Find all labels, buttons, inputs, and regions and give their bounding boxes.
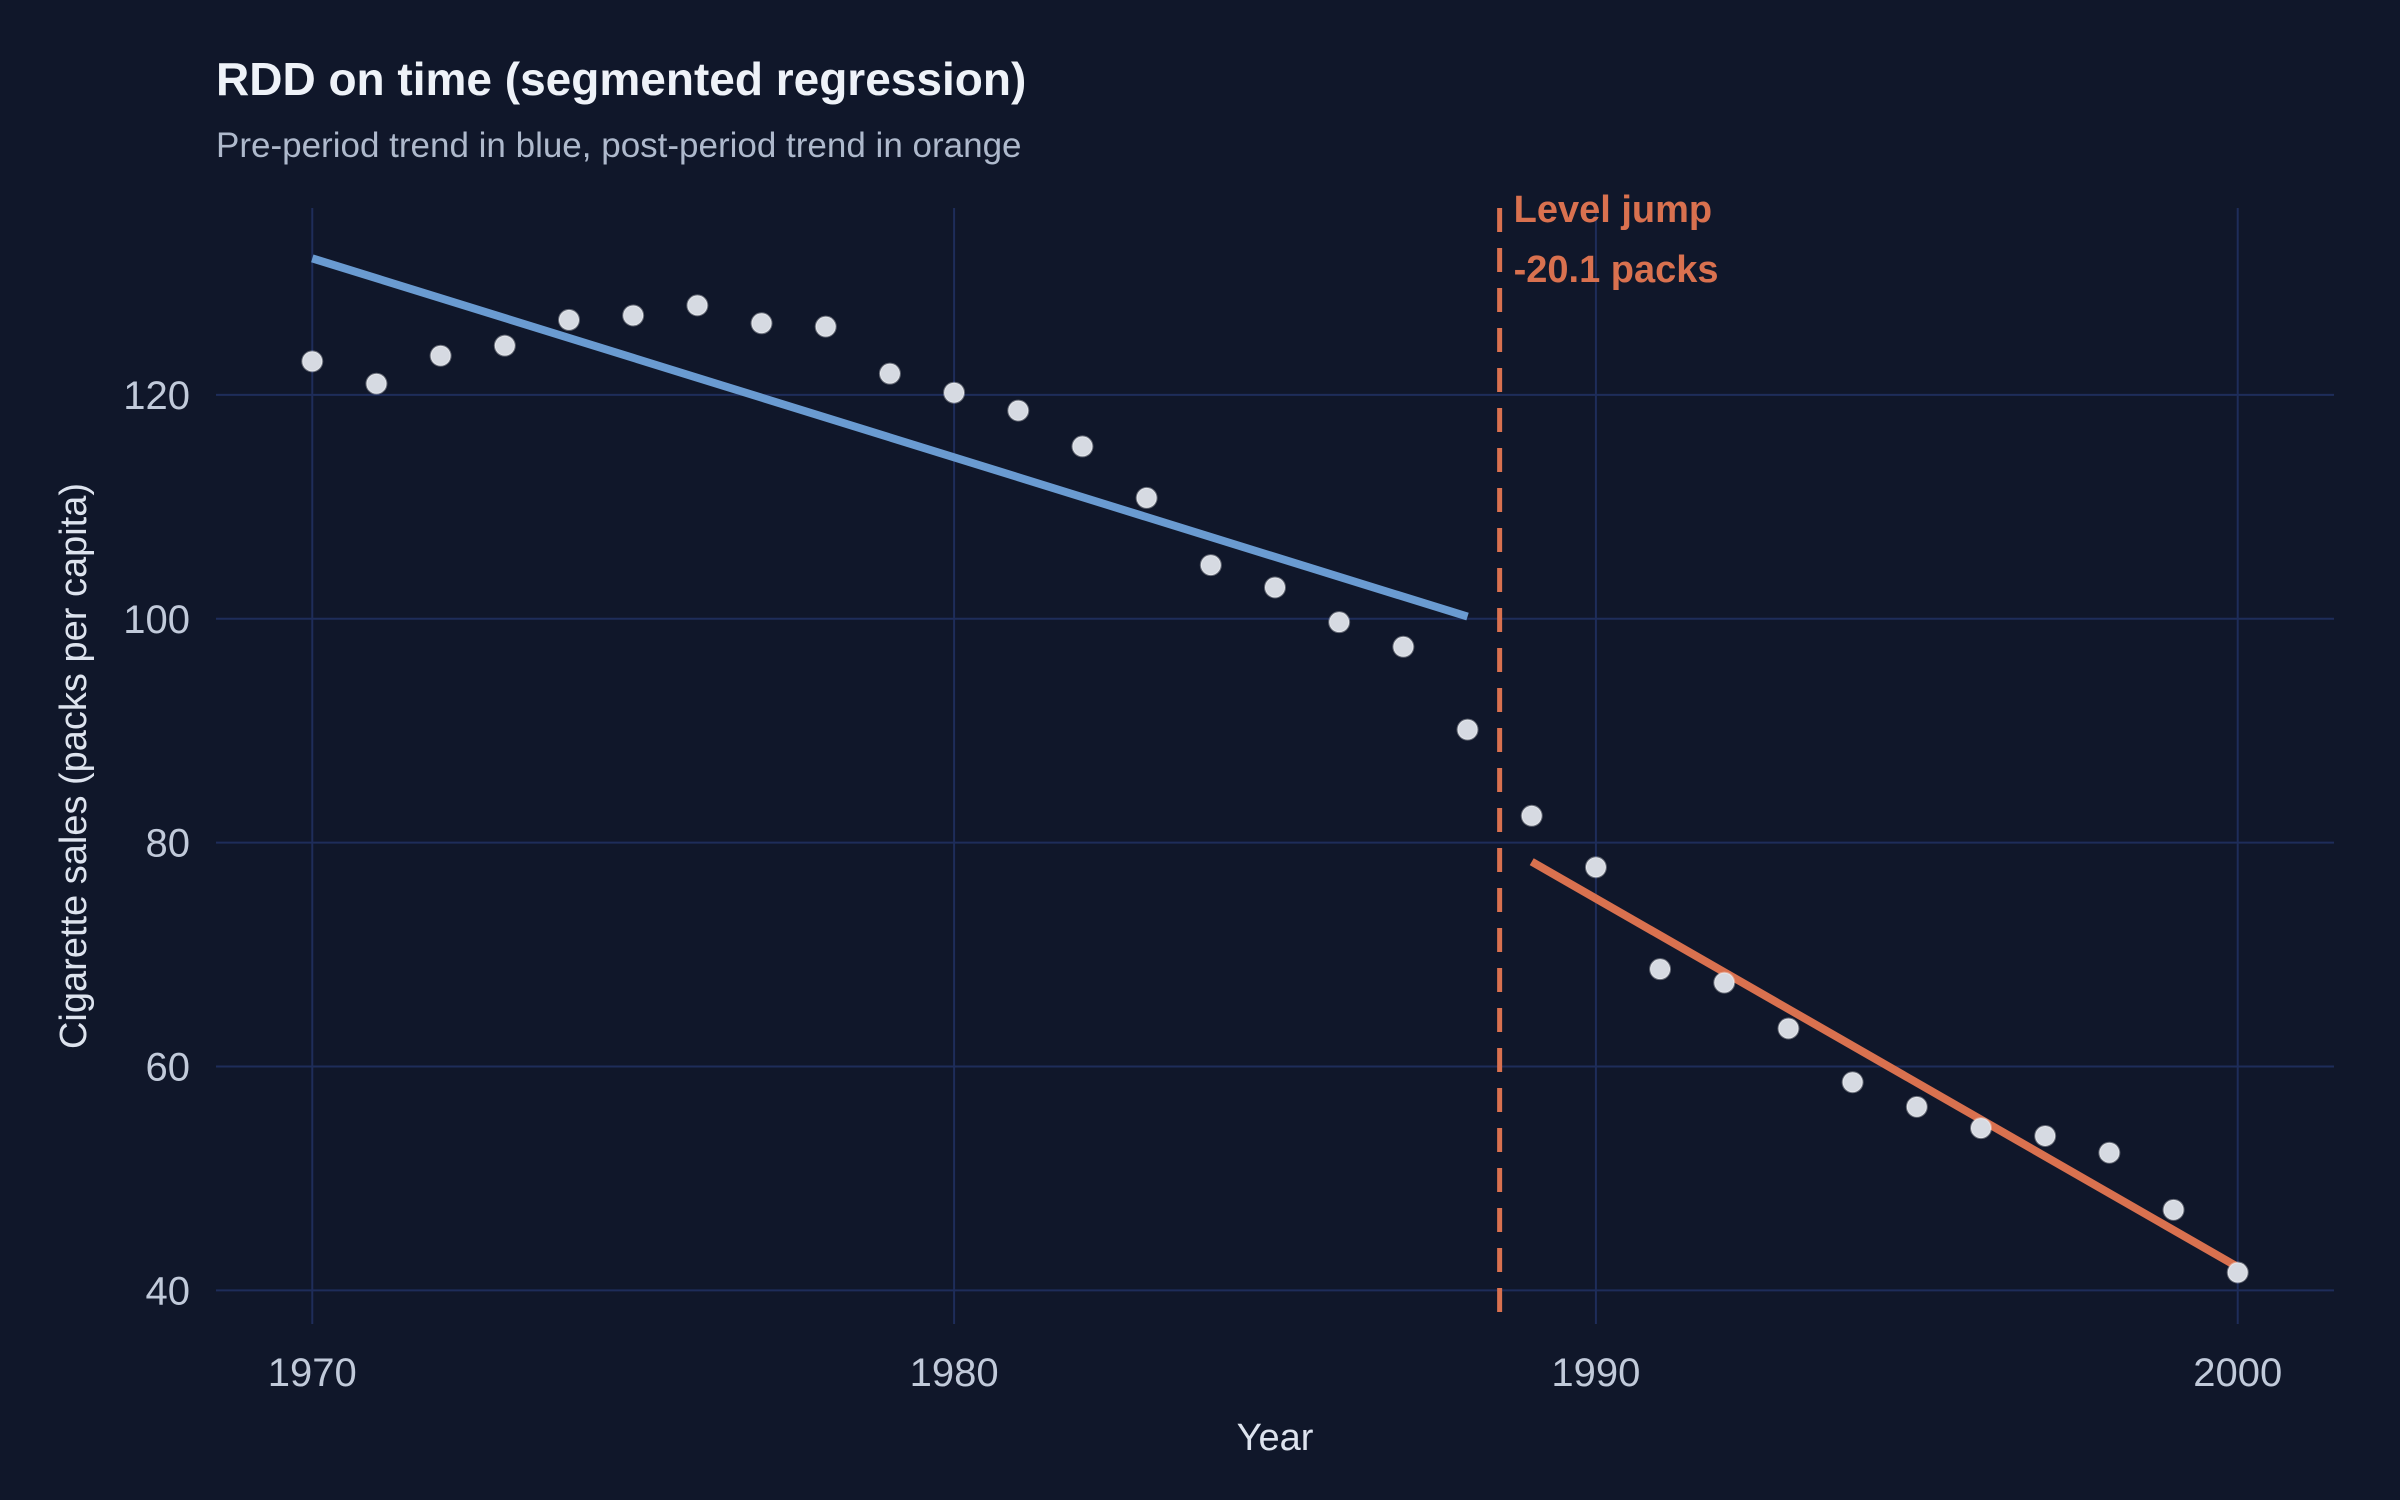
trend-lines [311,254,2240,1271]
x-tick-label: 2000 [2193,1351,2282,1395]
data-point [878,362,901,385]
data-point [2226,1261,2249,1284]
data-point [1970,1117,1992,1140]
data-point [301,350,324,373]
data-point [1905,1095,1928,1118]
data-point [2034,1124,2057,1147]
data-point [1071,435,1094,458]
data-point [1649,958,1672,981]
y-tick-label: 80 [146,822,191,866]
x-tick-label: 1970 [268,1351,357,1395]
data-point [558,308,580,331]
gridlines [216,208,2334,1324]
annotation-level-jump: Level jump [1514,189,1713,231]
chart-title: RDD on time (segmented regression) [216,53,1027,105]
data-point [943,381,966,404]
y-tick-label: 60 [146,1046,191,1090]
data-point [1520,804,1543,827]
data-point [814,315,837,338]
y-tick-label: 120 [123,374,190,418]
data-point [1007,399,1030,422]
data-point [1456,718,1479,741]
data-points [301,294,2249,1284]
data-point [2098,1141,2121,1164]
tick-labels: 1970 1980 1990 2000 40 60 80 100 120 [123,374,2282,1395]
data-point [1713,971,1736,994]
post-period-trend-line [1529,858,2240,1271]
data-point [493,334,516,357]
data-point [750,312,773,335]
data-point [1777,1017,1800,1040]
x-axis-label: Year [1237,1417,1314,1459]
data-point [1392,635,1415,658]
data-point [686,294,709,317]
y-tick-label: 40 [146,1269,191,1313]
data-point [365,372,388,395]
x-tick-label: 1990 [1551,1351,1640,1395]
chart-subtitle: Pre-period trend in blue, post-period tr… [216,126,1022,165]
data-point [622,304,645,327]
data-point [1328,611,1351,634]
data-point [2162,1198,2185,1221]
y-tick-label: 100 [123,598,190,642]
data-point [1264,576,1286,599]
data-point [1584,856,1607,879]
x-tick-label: 1980 [910,1351,999,1395]
data-point [429,344,452,367]
data-point [1135,486,1158,509]
pre-period-trend-line [311,254,1469,621]
data-point [1199,554,1222,577]
y-axis-label: Cigarette sales (packs per capita) [53,483,95,1049]
data-point [1841,1071,1864,1094]
annotation-jump-value: -20.1 packs [1514,249,1719,291]
